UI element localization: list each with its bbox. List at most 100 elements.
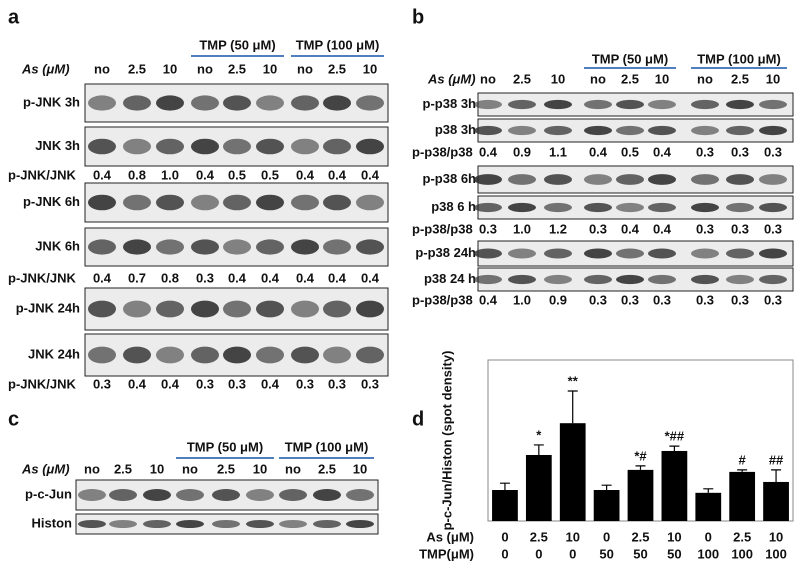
band (156, 300, 184, 318)
lane-label: 10 (150, 461, 164, 476)
band (726, 248, 754, 259)
band (191, 138, 219, 155)
x-tick-label: 0 (603, 529, 610, 544)
band (544, 174, 572, 185)
band (109, 520, 137, 528)
ratio-label: p-JNK/JNK (8, 167, 77, 182)
lane-label: 2.5 (731, 71, 749, 86)
blot-label: p38 24 h (424, 271, 476, 286)
band (474, 125, 502, 136)
band (616, 99, 644, 110)
error-bar (669, 445, 680, 451)
band (279, 520, 307, 528)
band (726, 274, 754, 285)
ratio-value: 0.4 (653, 144, 672, 159)
ratio-value: 0.3 (731, 292, 749, 307)
band (584, 274, 612, 285)
lane-label: 2.5 (328, 61, 346, 76)
lane-label: 10 (263, 61, 277, 76)
band (356, 138, 384, 155)
band (648, 99, 676, 110)
as-label: As (μM) (21, 61, 70, 76)
lane-label: no (94, 61, 110, 76)
band (78, 520, 106, 528)
lane-label: 10 (163, 61, 177, 76)
significance: *# (634, 448, 647, 463)
y-axis-label: p-c-Jun/Histon (spot density) (439, 351, 454, 531)
ratio-value: 0.4 (361, 167, 380, 182)
ratio-value: 0.4 (93, 270, 112, 285)
bar (729, 471, 756, 521)
ratio-value: 0.4 (161, 376, 180, 391)
band (474, 248, 502, 259)
band (474, 274, 502, 285)
lane-label: no (197, 61, 213, 76)
band (176, 489, 204, 501)
ratio-value: 0.3 (328, 376, 346, 391)
band (356, 95, 384, 111)
x-tick-label-2: 0 (535, 546, 542, 561)
x-tick-label: 0 (501, 529, 508, 544)
band (584, 99, 612, 110)
band (123, 95, 151, 111)
ratio-value: 0.4 (621, 221, 640, 236)
ratio-value: 0.4 (93, 167, 112, 182)
band (648, 174, 676, 185)
ratio-value: 0.3 (696, 292, 714, 307)
ratio-value: 0.4 (196, 167, 215, 182)
band (123, 346, 151, 364)
blot-label: p38 3h (435, 122, 476, 137)
ratio-value: 0.4 (296, 167, 315, 182)
x-tick-label-2: 100 (731, 546, 753, 561)
band (759, 99, 787, 110)
band (544, 99, 572, 110)
lane-label: 2.5 (217, 461, 235, 476)
band (691, 274, 719, 285)
lane-label: 2.5 (114, 461, 132, 476)
band (323, 95, 351, 111)
band (584, 202, 612, 213)
band (356, 239, 384, 255)
band (691, 125, 719, 136)
band (691, 99, 719, 110)
x-tick-label-2: 50 (599, 546, 613, 561)
group-label: TMP (50 μM) (592, 51, 668, 66)
x-tick-label-2: 50 (633, 546, 647, 561)
band (313, 520, 341, 528)
error-bar (635, 465, 646, 470)
band (291, 138, 319, 155)
band (191, 194, 219, 211)
band (223, 346, 251, 364)
ratio-value: 0.3 (731, 221, 749, 236)
ratio-value: 0.3 (731, 144, 749, 159)
ratio-value: 0.3 (196, 376, 214, 391)
band (356, 194, 384, 211)
lane-label: no (285, 461, 301, 476)
ratio-value: 1.1 (549, 144, 567, 159)
error-bar (533, 444, 544, 455)
band (323, 138, 351, 155)
ratio-value: 0.4 (261, 376, 280, 391)
band (584, 125, 612, 136)
significance: * (536, 427, 542, 442)
x-tick-label-2: 0 (569, 546, 576, 561)
band (191, 95, 219, 111)
lane-label: 2.5 (318, 461, 336, 476)
lane-label: 10 (363, 61, 377, 76)
band (508, 125, 536, 136)
blot-label: JNK 24h (28, 346, 80, 361)
ratio-value: 0.4 (328, 270, 347, 285)
lane-label: 10 (353, 461, 367, 476)
band (88, 194, 116, 211)
band (544, 248, 572, 259)
band (648, 202, 676, 213)
band (356, 346, 384, 364)
band (88, 300, 116, 318)
panel-letter: d (412, 408, 424, 430)
band (346, 520, 374, 528)
ratio-value: 0.4 (361, 270, 380, 285)
ratio-value: 0.4 (261, 270, 280, 285)
band (123, 194, 151, 211)
ratio-value: 0.3 (361, 376, 379, 391)
lane-label: 2.5 (621, 71, 639, 86)
